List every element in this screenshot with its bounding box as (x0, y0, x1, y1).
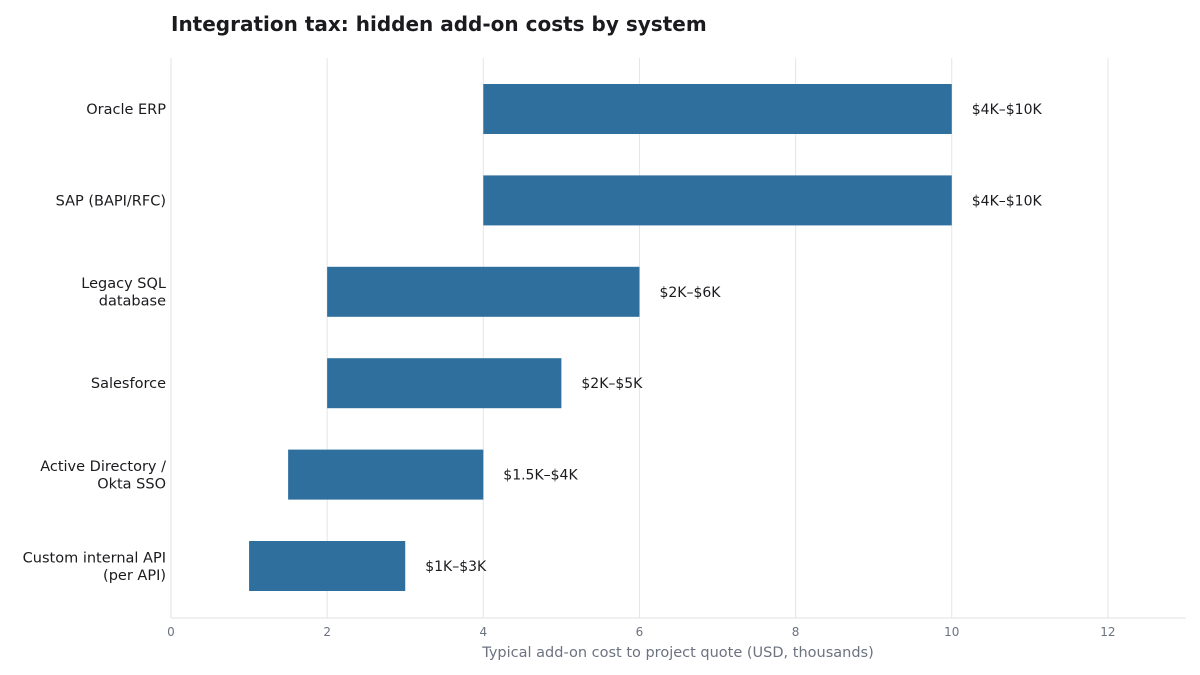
data-label: $4K–$10K (972, 193, 1043, 209)
x-tick-label: 6 (636, 625, 644, 639)
x-tick-label: 0 (167, 625, 175, 639)
data-label: $2K–$6K (659, 285, 721, 301)
bars (249, 84, 952, 591)
x-tick-label: 10 (944, 625, 959, 639)
x-tick-label: 12 (1100, 625, 1115, 639)
category-label: Custom internal API (per API) (23, 550, 166, 584)
bar (327, 358, 562, 409)
x-tick-label: 8 (792, 625, 800, 639)
category-label: Active Directory / Okta SSO (40, 459, 166, 493)
category-labels: Oracle ERP SAP (BAPI/RFC) Legacy SQL databa… (23, 102, 167, 584)
category-label: Salesforce (91, 376, 166, 392)
bar (327, 266, 640, 317)
category-label: SAP (BAPI/RFC) (56, 193, 166, 209)
bar (249, 541, 406, 591)
data-label: $4K–$10K (972, 102, 1043, 118)
x-axis-ticks: 0 2 4 6 8 10 12 (167, 625, 1115, 639)
data-label: $1.5K–$4K (503, 468, 578, 484)
gridlines (170, 58, 1186, 619)
data-label: $1K–$3K (425, 559, 487, 575)
data-labels: $4K–$10K $4K–$10K $2K–$6K $2K–$5K $1.5K–$4K $… (425, 102, 1042, 575)
category-label: Legacy SQL database (81, 276, 166, 310)
x-tick-label: 2 (323, 625, 331, 639)
x-tick-label: 4 (479, 625, 487, 639)
x-axis-label: Typical add-on cost to project quote (US… (481, 645, 874, 661)
bar (288, 449, 484, 500)
chart-title: Integration tax: hidden add-on costs by … (171, 12, 707, 36)
category-label: Oracle ERP (86, 102, 166, 118)
bar (483, 175, 952, 226)
data-label: $2K–$5K (581, 376, 643, 392)
bar (483, 84, 952, 134)
